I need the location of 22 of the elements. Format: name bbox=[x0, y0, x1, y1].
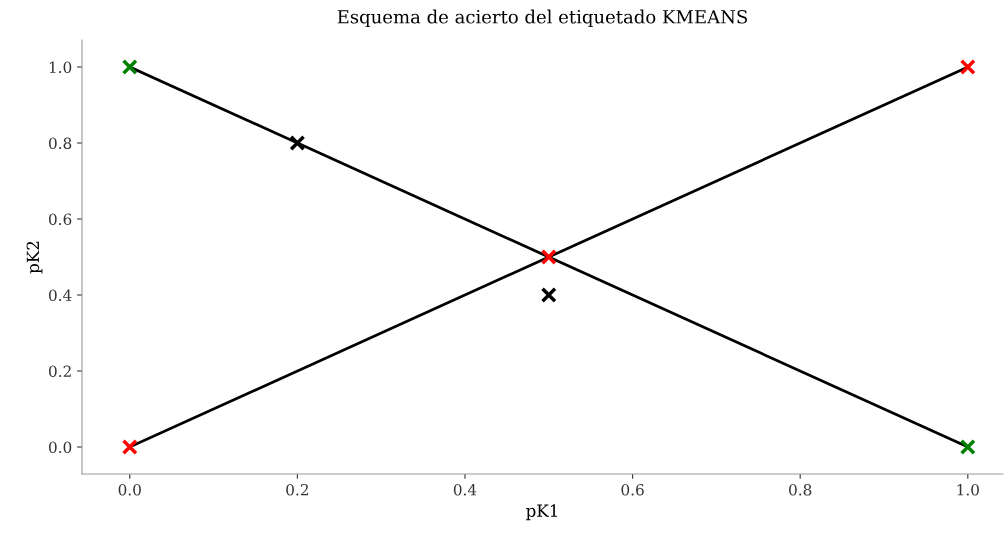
x-tick-label: 0.6 bbox=[621, 483, 644, 496]
x-tick-label: 0.0 bbox=[118, 483, 141, 496]
point bbox=[540, 287, 557, 303]
y-tick-label: 0.0 bbox=[48, 441, 72, 454]
y-tick-label: 0.8 bbox=[48, 137, 72, 150]
y-tick-label: 0.2 bbox=[48, 365, 71, 378]
point bbox=[289, 135, 306, 151]
x-tick-label: 0.4 bbox=[453, 483, 477, 496]
point bbox=[959, 59, 976, 75]
x-tick-label: 1.0 bbox=[957, 483, 979, 496]
y-tick-label: 0.4 bbox=[48, 289, 72, 302]
x-tick-label: 0.2 bbox=[286, 483, 309, 496]
point bbox=[540, 249, 557, 265]
point bbox=[959, 439, 976, 455]
y-axis-title: pK2 bbox=[26, 241, 43, 274]
point bbox=[121, 59, 138, 75]
y-tick-label: 1.0 bbox=[49, 61, 72, 73]
chart-title: Esquema de acierto del etiquetado KMEANS bbox=[337, 9, 747, 28]
x-tick-label: 0.8 bbox=[789, 483, 812, 496]
y-tick-label: 0.6 bbox=[48, 213, 72, 226]
point bbox=[121, 439, 138, 455]
x-axis-title: pK1 bbox=[526, 504, 557, 521]
